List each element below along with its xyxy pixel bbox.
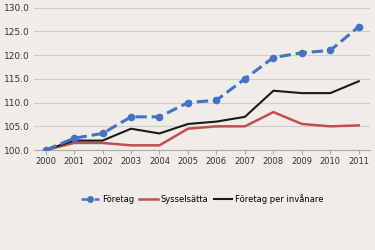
- Sysselsätta: [129, 144, 133, 147]
- Sysselsätta: [357, 124, 361, 127]
- Företag per invånare: [328, 92, 333, 94]
- Företag: [186, 101, 190, 104]
- Företag: [357, 25, 361, 28]
- Företag: [157, 115, 162, 118]
- Företag per invånare: [100, 139, 105, 142]
- Sysselsätta: [214, 125, 219, 128]
- Företag: [72, 137, 76, 140]
- Sysselsätta: [100, 142, 105, 144]
- Företag per invånare: [186, 122, 190, 126]
- Företag per invånare: [44, 148, 48, 152]
- Företag: [300, 51, 304, 54]
- Företag: [44, 148, 48, 152]
- Företag: [243, 77, 247, 80]
- Sysselsätta: [300, 122, 304, 126]
- Sysselsätta: [72, 142, 76, 144]
- Sysselsätta: [186, 127, 190, 130]
- Företag per invånare: [157, 132, 162, 135]
- Företag: [328, 49, 333, 52]
- Företag per invånare: [357, 80, 361, 83]
- Företag: [214, 99, 219, 102]
- Företag per invånare: [243, 115, 247, 118]
- Sysselsätta: [44, 148, 48, 152]
- Line: Sysselsätta: Sysselsätta: [46, 112, 359, 150]
- Sysselsätta: [271, 110, 276, 114]
- Line: Företag: Företag: [42, 24, 362, 153]
- Företag: [129, 115, 133, 118]
- Sysselsätta: [157, 144, 162, 147]
- Line: Företag per invånare: Företag per invånare: [46, 81, 359, 150]
- Företag per invånare: [214, 120, 219, 123]
- Företag per invånare: [129, 127, 133, 130]
- Företag per invånare: [72, 139, 76, 142]
- Sysselsätta: [328, 125, 333, 128]
- Företag per invånare: [300, 92, 304, 94]
- Legend: Företag, Sysselsätta, Företag per invånare: Företag, Sysselsätta, Företag per invåna…: [77, 191, 327, 208]
- Sysselsätta: [243, 125, 247, 128]
- Företag per invånare: [271, 89, 276, 92]
- Företag: [100, 132, 105, 135]
- Företag: [271, 56, 276, 59]
